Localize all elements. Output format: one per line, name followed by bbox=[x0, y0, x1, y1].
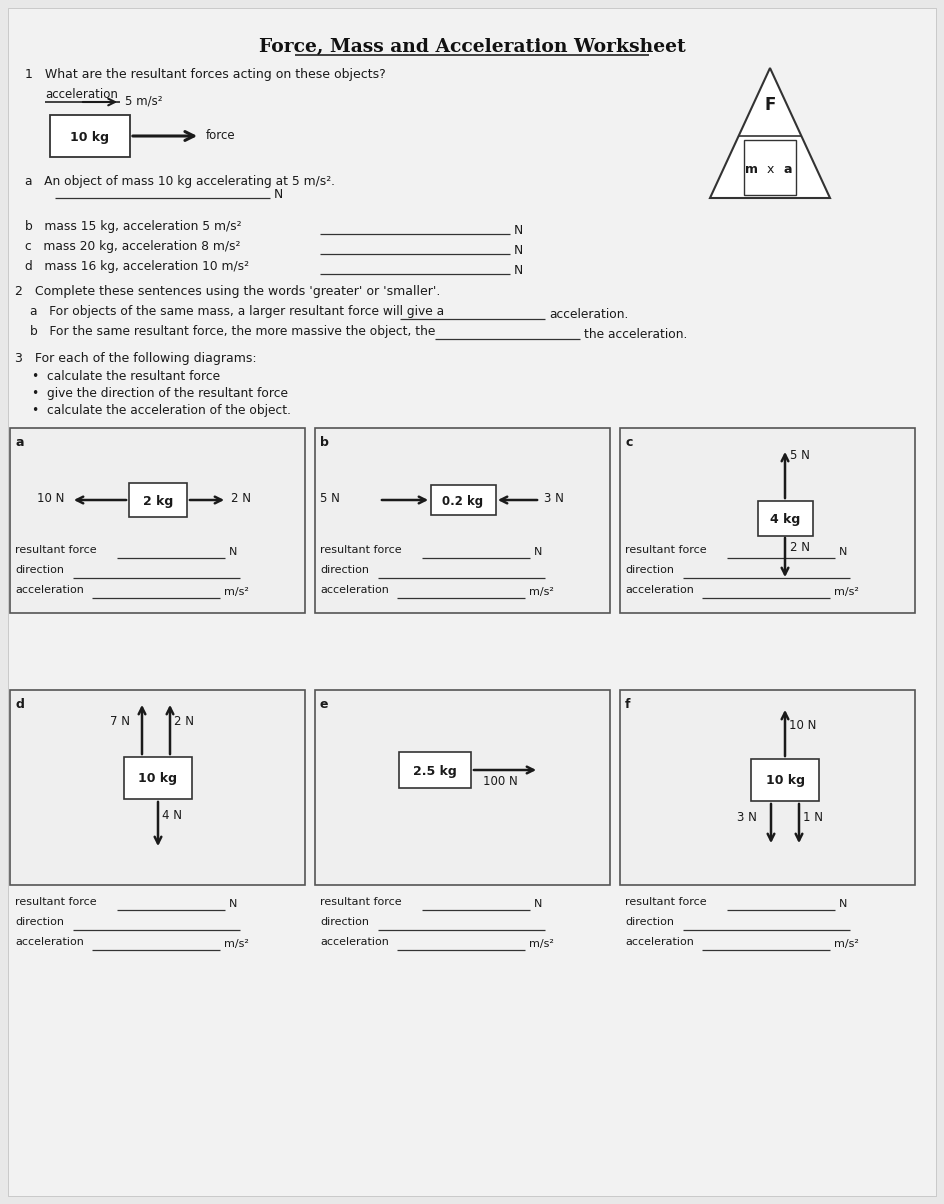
Text: 5 m/s²: 5 m/s² bbox=[125, 94, 162, 107]
Text: x: x bbox=[767, 164, 774, 176]
Text: 100 N: 100 N bbox=[483, 775, 517, 787]
Text: 10 N: 10 N bbox=[789, 719, 817, 732]
Bar bbox=[745, 140, 796, 195]
Text: •  calculate the acceleration of the object.: • calculate the acceleration of the obje… bbox=[32, 405, 291, 417]
Bar bbox=[124, 757, 192, 799]
Text: direction: direction bbox=[15, 917, 64, 927]
Text: 1 N: 1 N bbox=[803, 811, 823, 824]
Text: 2 N: 2 N bbox=[231, 492, 251, 504]
Text: 4 N: 4 N bbox=[162, 809, 182, 822]
Bar bbox=[399, 752, 471, 787]
Text: b   For the same resultant force, the more massive the object, the: b For the same resultant force, the more… bbox=[30, 325, 435, 338]
Text: resultant force: resultant force bbox=[320, 545, 401, 555]
Text: force: force bbox=[206, 129, 236, 142]
Text: acceleration: acceleration bbox=[15, 585, 84, 595]
Text: acceleration: acceleration bbox=[45, 88, 118, 101]
Text: 2   Complete these sentences using the words 'greater' or 'smaller'.: 2 Complete these sentences using the wor… bbox=[15, 285, 440, 299]
Text: m/s²: m/s² bbox=[529, 588, 554, 597]
Text: N: N bbox=[534, 547, 543, 557]
Text: resultant force: resultant force bbox=[15, 897, 96, 907]
Bar bbox=[758, 501, 813, 536]
Text: 3 N: 3 N bbox=[737, 811, 757, 824]
Text: resultant force: resultant force bbox=[625, 545, 707, 555]
Text: 2.5 kg: 2.5 kg bbox=[413, 765, 457, 778]
Text: resultant force: resultant force bbox=[625, 897, 707, 907]
Text: acceleration.: acceleration. bbox=[549, 308, 629, 321]
Text: m/s²: m/s² bbox=[529, 939, 554, 949]
Text: m: m bbox=[746, 164, 758, 176]
Bar bbox=[129, 483, 187, 517]
Bar bbox=[315, 690, 610, 885]
Text: d: d bbox=[15, 698, 24, 712]
Text: f: f bbox=[625, 698, 631, 712]
Text: a: a bbox=[15, 436, 24, 449]
Text: Force, Mass and Acceleration Worksheet: Force, Mass and Acceleration Worksheet bbox=[259, 39, 685, 57]
Text: the acceleration.: the acceleration. bbox=[584, 327, 687, 341]
Text: acceleration: acceleration bbox=[625, 585, 694, 595]
Text: N: N bbox=[839, 547, 848, 557]
Bar bbox=[50, 116, 130, 157]
Polygon shape bbox=[710, 67, 830, 197]
Text: direction: direction bbox=[15, 565, 64, 576]
Bar bbox=[751, 759, 819, 801]
Text: 2 N: 2 N bbox=[174, 715, 194, 728]
Text: a: a bbox=[784, 164, 792, 176]
Text: b   mass 15 kg, acceleration 5 m/s²: b mass 15 kg, acceleration 5 m/s² bbox=[25, 220, 242, 234]
Text: m/s²: m/s² bbox=[224, 588, 249, 597]
Text: 5 N: 5 N bbox=[320, 492, 340, 504]
Text: direction: direction bbox=[320, 917, 369, 927]
Text: direction: direction bbox=[625, 565, 674, 576]
Text: 2 N: 2 N bbox=[790, 541, 810, 554]
Text: d   mass 16 kg, acceleration 10 m/s²: d mass 16 kg, acceleration 10 m/s² bbox=[25, 260, 249, 273]
Text: 10 kg: 10 kg bbox=[71, 131, 110, 144]
Text: direction: direction bbox=[320, 565, 369, 576]
Text: acceleration: acceleration bbox=[625, 937, 694, 948]
Text: acceleration: acceleration bbox=[15, 937, 84, 948]
Text: 2 kg: 2 kg bbox=[143, 495, 173, 508]
Bar bbox=[315, 427, 610, 613]
Text: c: c bbox=[625, 436, 632, 449]
Text: b: b bbox=[320, 436, 329, 449]
Text: N: N bbox=[229, 547, 237, 557]
Text: 10 kg: 10 kg bbox=[139, 772, 177, 785]
Text: N: N bbox=[229, 899, 237, 909]
Text: m/s²: m/s² bbox=[224, 939, 249, 949]
Text: 3 N: 3 N bbox=[544, 492, 564, 504]
Bar bbox=[10, 427, 305, 613]
Bar bbox=[620, 427, 915, 613]
Text: •  calculate the resultant force: • calculate the resultant force bbox=[32, 370, 220, 383]
Text: 1   What are the resultant forces acting on these objects?: 1 What are the resultant forces acting o… bbox=[25, 67, 386, 81]
Bar bbox=[620, 690, 915, 885]
Text: m/s²: m/s² bbox=[834, 588, 859, 597]
Text: 10 N: 10 N bbox=[37, 492, 64, 504]
Text: N: N bbox=[514, 224, 523, 237]
Text: N: N bbox=[514, 244, 523, 256]
Text: N: N bbox=[839, 899, 848, 909]
Text: acceleration: acceleration bbox=[320, 585, 389, 595]
Text: resultant force: resultant force bbox=[320, 897, 401, 907]
Text: a   An object of mass 10 kg accelerating at 5 m/s².: a An object of mass 10 kg accelerating a… bbox=[25, 175, 335, 188]
Text: m/s²: m/s² bbox=[834, 939, 859, 949]
Text: 5 N: 5 N bbox=[790, 449, 810, 462]
Text: e: e bbox=[320, 698, 329, 712]
Text: c   mass 20 kg, acceleration 8 m/s²: c mass 20 kg, acceleration 8 m/s² bbox=[25, 240, 241, 253]
Text: 10 kg: 10 kg bbox=[766, 774, 804, 787]
Text: a   For objects of the same mass, a larger resultant force will give a: a For objects of the same mass, a larger… bbox=[30, 305, 444, 318]
Bar bbox=[431, 485, 496, 515]
Text: resultant force: resultant force bbox=[15, 545, 96, 555]
Text: 0.2 kg: 0.2 kg bbox=[443, 495, 483, 508]
Text: N: N bbox=[274, 188, 283, 201]
Text: N: N bbox=[514, 264, 523, 277]
Text: •  give the direction of the resultant force: • give the direction of the resultant fo… bbox=[32, 386, 288, 400]
Text: 7 N: 7 N bbox=[110, 715, 130, 728]
Text: direction: direction bbox=[625, 917, 674, 927]
Text: F: F bbox=[765, 95, 776, 113]
Text: acceleration: acceleration bbox=[320, 937, 389, 948]
Bar bbox=[10, 690, 305, 885]
Text: N: N bbox=[534, 899, 543, 909]
Text: 4 kg: 4 kg bbox=[770, 513, 801, 526]
Text: 3   For each of the following diagrams:: 3 For each of the following diagrams: bbox=[15, 352, 257, 365]
